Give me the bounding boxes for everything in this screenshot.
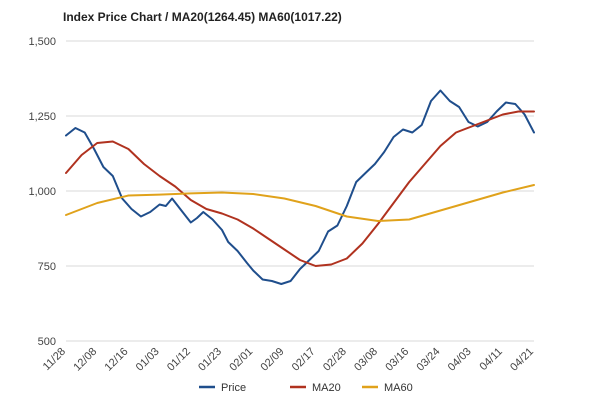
x-tick-label: 12/16 [103,346,131,374]
x-tick-label: 04/11 [478,346,505,373]
legend-label-price: Price [221,382,246,394]
x-tick-label: 12/08 [71,346,99,374]
x-axis-tick-labels: 11/28 12/08 12/16 01/03 01/12 01/23 02/01 02/09… [41,346,536,374]
y-tick-label: 1,000 [28,186,56,198]
x-tick-label: 04/03 [446,346,474,374]
y-tick-label: 500 [38,336,56,348]
x-tick-label: 01/23 [196,346,224,374]
x-tick-label: 02/28 [321,346,349,374]
legend-label-ma60: MA60 [384,382,413,394]
series-line-ma20 [65,110,535,267]
x-tick-label: 02/01 [227,346,255,374]
legend-label-ma20: MA20 [312,382,341,394]
series-lines [65,89,535,285]
series-line-ma60 [65,184,535,222]
y-tick-label: 1,500 [28,36,56,48]
series-line-price [65,89,535,285]
x-tick-label: 03/08 [352,346,380,374]
chart-title: Index Price Chart / MA20(1264.45) MA60(1… [63,10,342,24]
x-tick-label: 02/17 [290,346,318,374]
x-tick-label: 03/24 [415,346,443,374]
x-tick-label: 01/03 [134,346,162,374]
legend: Price MA20 MA60 [199,382,413,394]
x-tick-label: 04/21 [508,346,536,374]
x-tick-label: 02/09 [259,346,287,374]
y-tick-label: 1,250 [28,111,56,123]
x-tick-label: 11/28 [41,346,68,373]
gridlines [66,40,534,342]
x-tick-label: 01/12 [165,346,193,374]
y-tick-label: 750 [38,261,56,273]
y-axis-tick-labels: 1,500 1,250 1,000 750 500 [28,36,56,348]
x-tick-label: 03/16 [383,346,411,374]
